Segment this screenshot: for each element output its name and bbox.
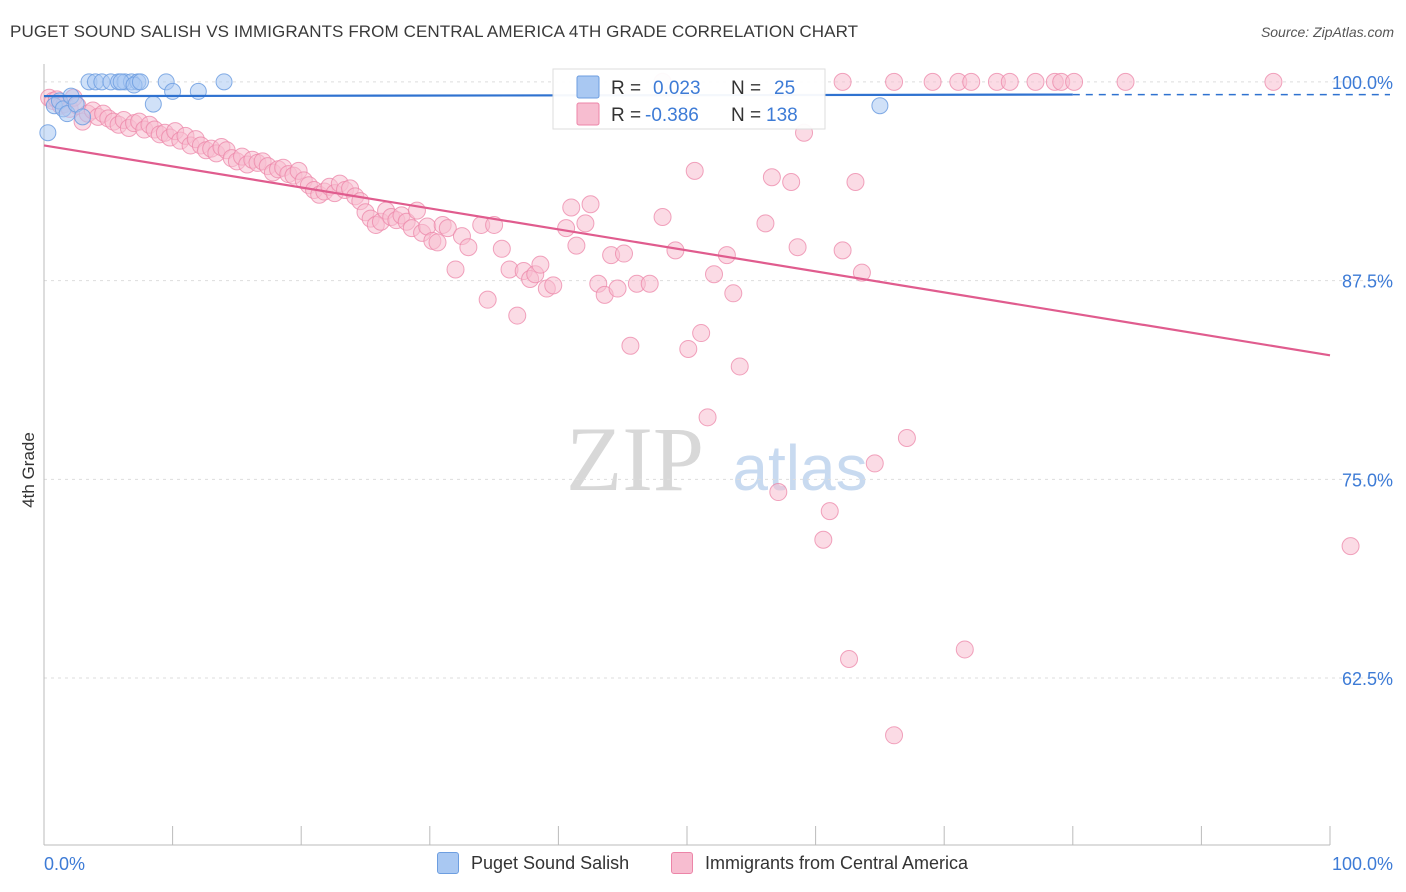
watermark-atlas: atlas xyxy=(732,432,867,504)
stats-n-value: 138 xyxy=(766,105,798,126)
data-point-immigrants xyxy=(885,72,904,91)
data-point-immigrants xyxy=(640,274,659,293)
data-point-immigrants xyxy=(621,336,640,355)
data-point-immigrants xyxy=(955,640,974,659)
data-point-immigrants xyxy=(1264,72,1283,91)
tick-labels: 100.0% 87.5% 75.0% 62.5% 0.0% 100.0% xyxy=(44,73,1393,874)
trendline-immigrants xyxy=(43,144,1331,357)
data-point-immigrants xyxy=(698,408,717,427)
data-point-salish xyxy=(871,97,889,115)
data-point-immigrants xyxy=(820,502,839,521)
data-point-immigrants xyxy=(762,168,781,187)
data-point-immigrants xyxy=(788,238,807,257)
y-tick-label: 87.5% xyxy=(1342,272,1393,292)
stats-swatch-blue xyxy=(576,75,600,99)
data-point-immigrants xyxy=(724,284,743,303)
watermark: ZIP atlas xyxy=(566,408,868,510)
data-point-immigrants xyxy=(852,263,871,282)
data-point-immigrants xyxy=(1116,72,1135,91)
x-tick-label-left: 0.0% xyxy=(44,854,85,874)
data-point-immigrants xyxy=(508,306,527,325)
data-point-immigrants xyxy=(557,219,576,238)
data-point-immigrants xyxy=(685,161,704,180)
data-point-salish xyxy=(39,124,57,142)
stats-n-label: N = xyxy=(731,105,761,126)
chart-source: Source: ZipAtlas.com xyxy=(1260,24,1394,40)
trend-lines xyxy=(43,93,1390,357)
chart-title: PUGET SOUND SALISH VS IMMIGRANTS FROM CE… xyxy=(10,22,859,41)
data-point-immigrants xyxy=(544,276,563,295)
data-point-immigrants xyxy=(962,72,981,91)
data-point-immigrants xyxy=(581,195,600,214)
data-point-immigrants xyxy=(567,236,586,255)
data-point-immigrants xyxy=(679,339,698,358)
data-point-immigrants xyxy=(459,238,478,257)
data-point-salish xyxy=(144,95,162,113)
data-point-salish xyxy=(131,73,149,91)
data-point-salish xyxy=(74,108,92,126)
data-point-immigrants xyxy=(1026,72,1045,91)
y-tick-label: 75.0% xyxy=(1342,470,1393,490)
series-salish-points xyxy=(39,73,889,142)
data-point-immigrants xyxy=(705,265,724,284)
data-point-salish xyxy=(215,73,233,91)
series-immigrants-points xyxy=(40,72,1360,745)
stats-r-value: 0.023 xyxy=(653,78,701,99)
data-point-immigrants xyxy=(865,454,884,473)
data-point-immigrants xyxy=(730,357,749,376)
y-tick-label: 62.5% xyxy=(1342,669,1393,689)
data-point-immigrants xyxy=(478,290,497,309)
legend-swatch-pink xyxy=(671,852,693,874)
axes xyxy=(43,64,1331,846)
data-point-immigrants xyxy=(814,530,833,549)
data-point-immigrants xyxy=(562,198,581,217)
data-point-immigrants xyxy=(833,241,852,260)
x-tick-label-right: 100.0% xyxy=(1332,854,1393,874)
data-point-immigrants xyxy=(1000,72,1019,91)
data-point-immigrants xyxy=(756,214,775,233)
data-point-immigrants xyxy=(846,173,865,192)
stats-r-label: R = xyxy=(611,105,641,126)
data-point-immigrants xyxy=(653,207,672,226)
data-point-immigrants xyxy=(1341,537,1360,556)
data-point-immigrants xyxy=(608,279,627,298)
data-point-immigrants xyxy=(576,214,595,233)
legend-item-immigrants: Immigrants from Central America xyxy=(671,852,968,874)
stats-legend-box: R = 0.023 N = 25 R = -0.386 N = 138 xyxy=(552,68,826,130)
stats-n-label: N = xyxy=(731,78,761,99)
y-axis-label: 4th Grade xyxy=(19,432,38,508)
data-point-immigrants xyxy=(833,72,852,91)
data-point-immigrants xyxy=(782,173,801,192)
data-point-immigrants xyxy=(531,255,550,274)
data-point-immigrants xyxy=(446,260,465,279)
legend-swatch-blue xyxy=(437,852,459,874)
stats-n-value: 25 xyxy=(774,78,795,99)
data-point-immigrants xyxy=(614,244,633,263)
stats-r-label: R = xyxy=(611,78,641,99)
data-point-immigrants xyxy=(438,219,457,238)
data-point-immigrants xyxy=(923,72,942,91)
stats-r-value: -0.386 xyxy=(645,105,699,126)
watermark-zip: ZIP xyxy=(566,408,704,510)
data-point-immigrants xyxy=(1065,72,1084,91)
data-point-immigrants xyxy=(769,483,788,502)
data-point-immigrants xyxy=(885,726,904,745)
data-point-immigrants xyxy=(840,649,859,668)
stats-swatch-pink xyxy=(576,102,600,126)
data-point-immigrants xyxy=(428,233,447,252)
y-tick-label: 100.0% xyxy=(1332,73,1393,93)
data-point-immigrants xyxy=(897,428,916,447)
legend-label-immigrants: Immigrants from Central America xyxy=(705,852,969,873)
legend-item-salish: Puget Sound Salish xyxy=(437,852,629,874)
data-point-immigrants xyxy=(492,239,511,258)
legend-label-salish: Puget Sound Salish xyxy=(471,852,630,873)
data-point-immigrants xyxy=(692,324,711,343)
